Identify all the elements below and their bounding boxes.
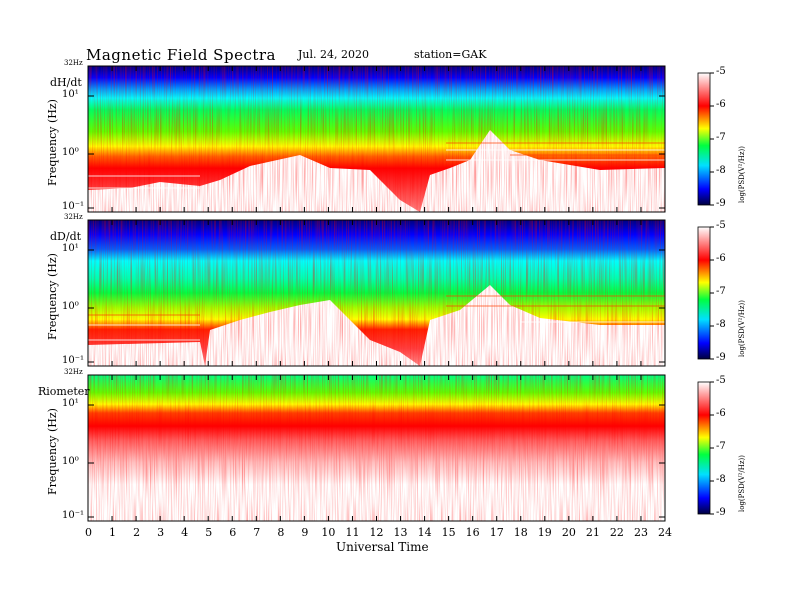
x-tick-label: 7 <box>253 526 261 539</box>
x-tick-label: 17 <box>489 526 504 539</box>
y-top-label: 32Hz <box>64 59 83 67</box>
y-tick-label: 10¹ <box>62 243 79 254</box>
x-tick-label: 20 <box>561 526 576 539</box>
x-tick-label: 13 <box>393 526 408 539</box>
colorbar-label: log(PSD(V²/Hz)) <box>738 455 746 512</box>
colorbar-tick-label: -7 <box>716 286 726 297</box>
y-top-label: 32Hz <box>64 213 83 221</box>
x-tick-label: 12 <box>369 526 384 539</box>
y-tick-label: 10¹ <box>62 89 79 100</box>
chart-date: Jul. 24, 2020 <box>298 48 369 61</box>
y-axis-label: Frequency (Hz) <box>46 408 59 495</box>
y-tick-label: 10⁰ <box>62 147 79 158</box>
panel-label: Riometer <box>38 385 90 398</box>
x-tick-label: 1 <box>109 526 117 539</box>
x-tick-label: 16 <box>465 526 480 539</box>
y-tick-label: 10⁰ <box>62 301 79 312</box>
panel-label: dD/dt <box>50 230 82 243</box>
x-tick-label: 24 <box>658 526 672 539</box>
colorbar-1 <box>697 72 711 206</box>
colorbar-tick-label: -9 <box>716 198 726 209</box>
chart-title: Magnetic Field Spectra <box>86 46 276 64</box>
colorbar-tick-label: -8 <box>716 165 726 176</box>
x-tick-label: 11 <box>345 526 360 539</box>
colorbar-tick-label: -5 <box>716 220 726 231</box>
x-tick-label: 10 <box>321 526 336 539</box>
panel-dhdt-heatmap <box>88 66 665 212</box>
colorbar-label: log(PSD(V²/Hz)) <box>738 300 746 357</box>
colorbar-tick-label: -7 <box>716 441 726 452</box>
colorbar-tick-label: -5 <box>716 66 726 77</box>
y-axis-label: Frequency (Hz) <box>46 99 59 186</box>
x-tick-label: 18 <box>513 526 528 539</box>
colorbar-tick-label: -5 <box>716 375 726 386</box>
x-tick-label: 21 <box>585 526 600 539</box>
colorbar-tick-label: -9 <box>716 352 726 363</box>
colorbar-tick-label: -8 <box>716 474 726 485</box>
panel-dddt-heatmap <box>88 220 665 366</box>
colorbar-tick-label: -9 <box>716 507 726 518</box>
x-tick-label: 14 <box>417 526 432 539</box>
colorbar-tick-label: -7 <box>716 132 726 143</box>
colorbar-tick-label: -8 <box>716 319 726 330</box>
colorbar-2 <box>697 226 711 360</box>
x-tick-label: 6 <box>229 526 237 539</box>
x-tick-label: 4 <box>181 526 189 539</box>
colorbar-tick-label: -6 <box>716 408 726 419</box>
x-tick-label: 5 <box>205 526 213 539</box>
x-tick-label: 9 <box>301 526 309 539</box>
x-axis-label: Universal Time <box>336 540 429 554</box>
y-top-label: 32Hz <box>64 368 83 376</box>
x-tick-label: 22 <box>609 526 624 539</box>
colorbar-label: log(PSD(V²/Hz)) <box>738 146 746 203</box>
colorbar-tick-label: -6 <box>716 99 726 110</box>
x-tick-label: 23 <box>633 526 648 539</box>
x-tick-label: 2 <box>133 526 141 539</box>
x-tick-label: 19 <box>537 526 552 539</box>
x-tick-label: 8 <box>277 526 285 539</box>
y-tick-label: 10¹ <box>62 398 79 409</box>
y-tick-label: 10⁰ <box>62 456 79 467</box>
colorbar-3 <box>697 381 711 515</box>
station-label: station=GAK <box>414 48 487 61</box>
y-axis-label: Frequency (Hz) <box>46 253 59 340</box>
y-tick-label: 10⁻¹ <box>62 201 85 212</box>
colorbar-tick-label: -6 <box>716 253 726 264</box>
x-tick-label: 15 <box>441 526 456 539</box>
panel-label: dH/dt <box>50 76 82 89</box>
x-tick-label: 3 <box>157 526 165 539</box>
y-tick-label: 10⁻¹ <box>62 510 85 521</box>
y-tick-label: 10⁻¹ <box>62 355 85 366</box>
panel-riometer-heatmap <box>88 375 665 521</box>
x-tick-label: 0 <box>85 526 92 539</box>
